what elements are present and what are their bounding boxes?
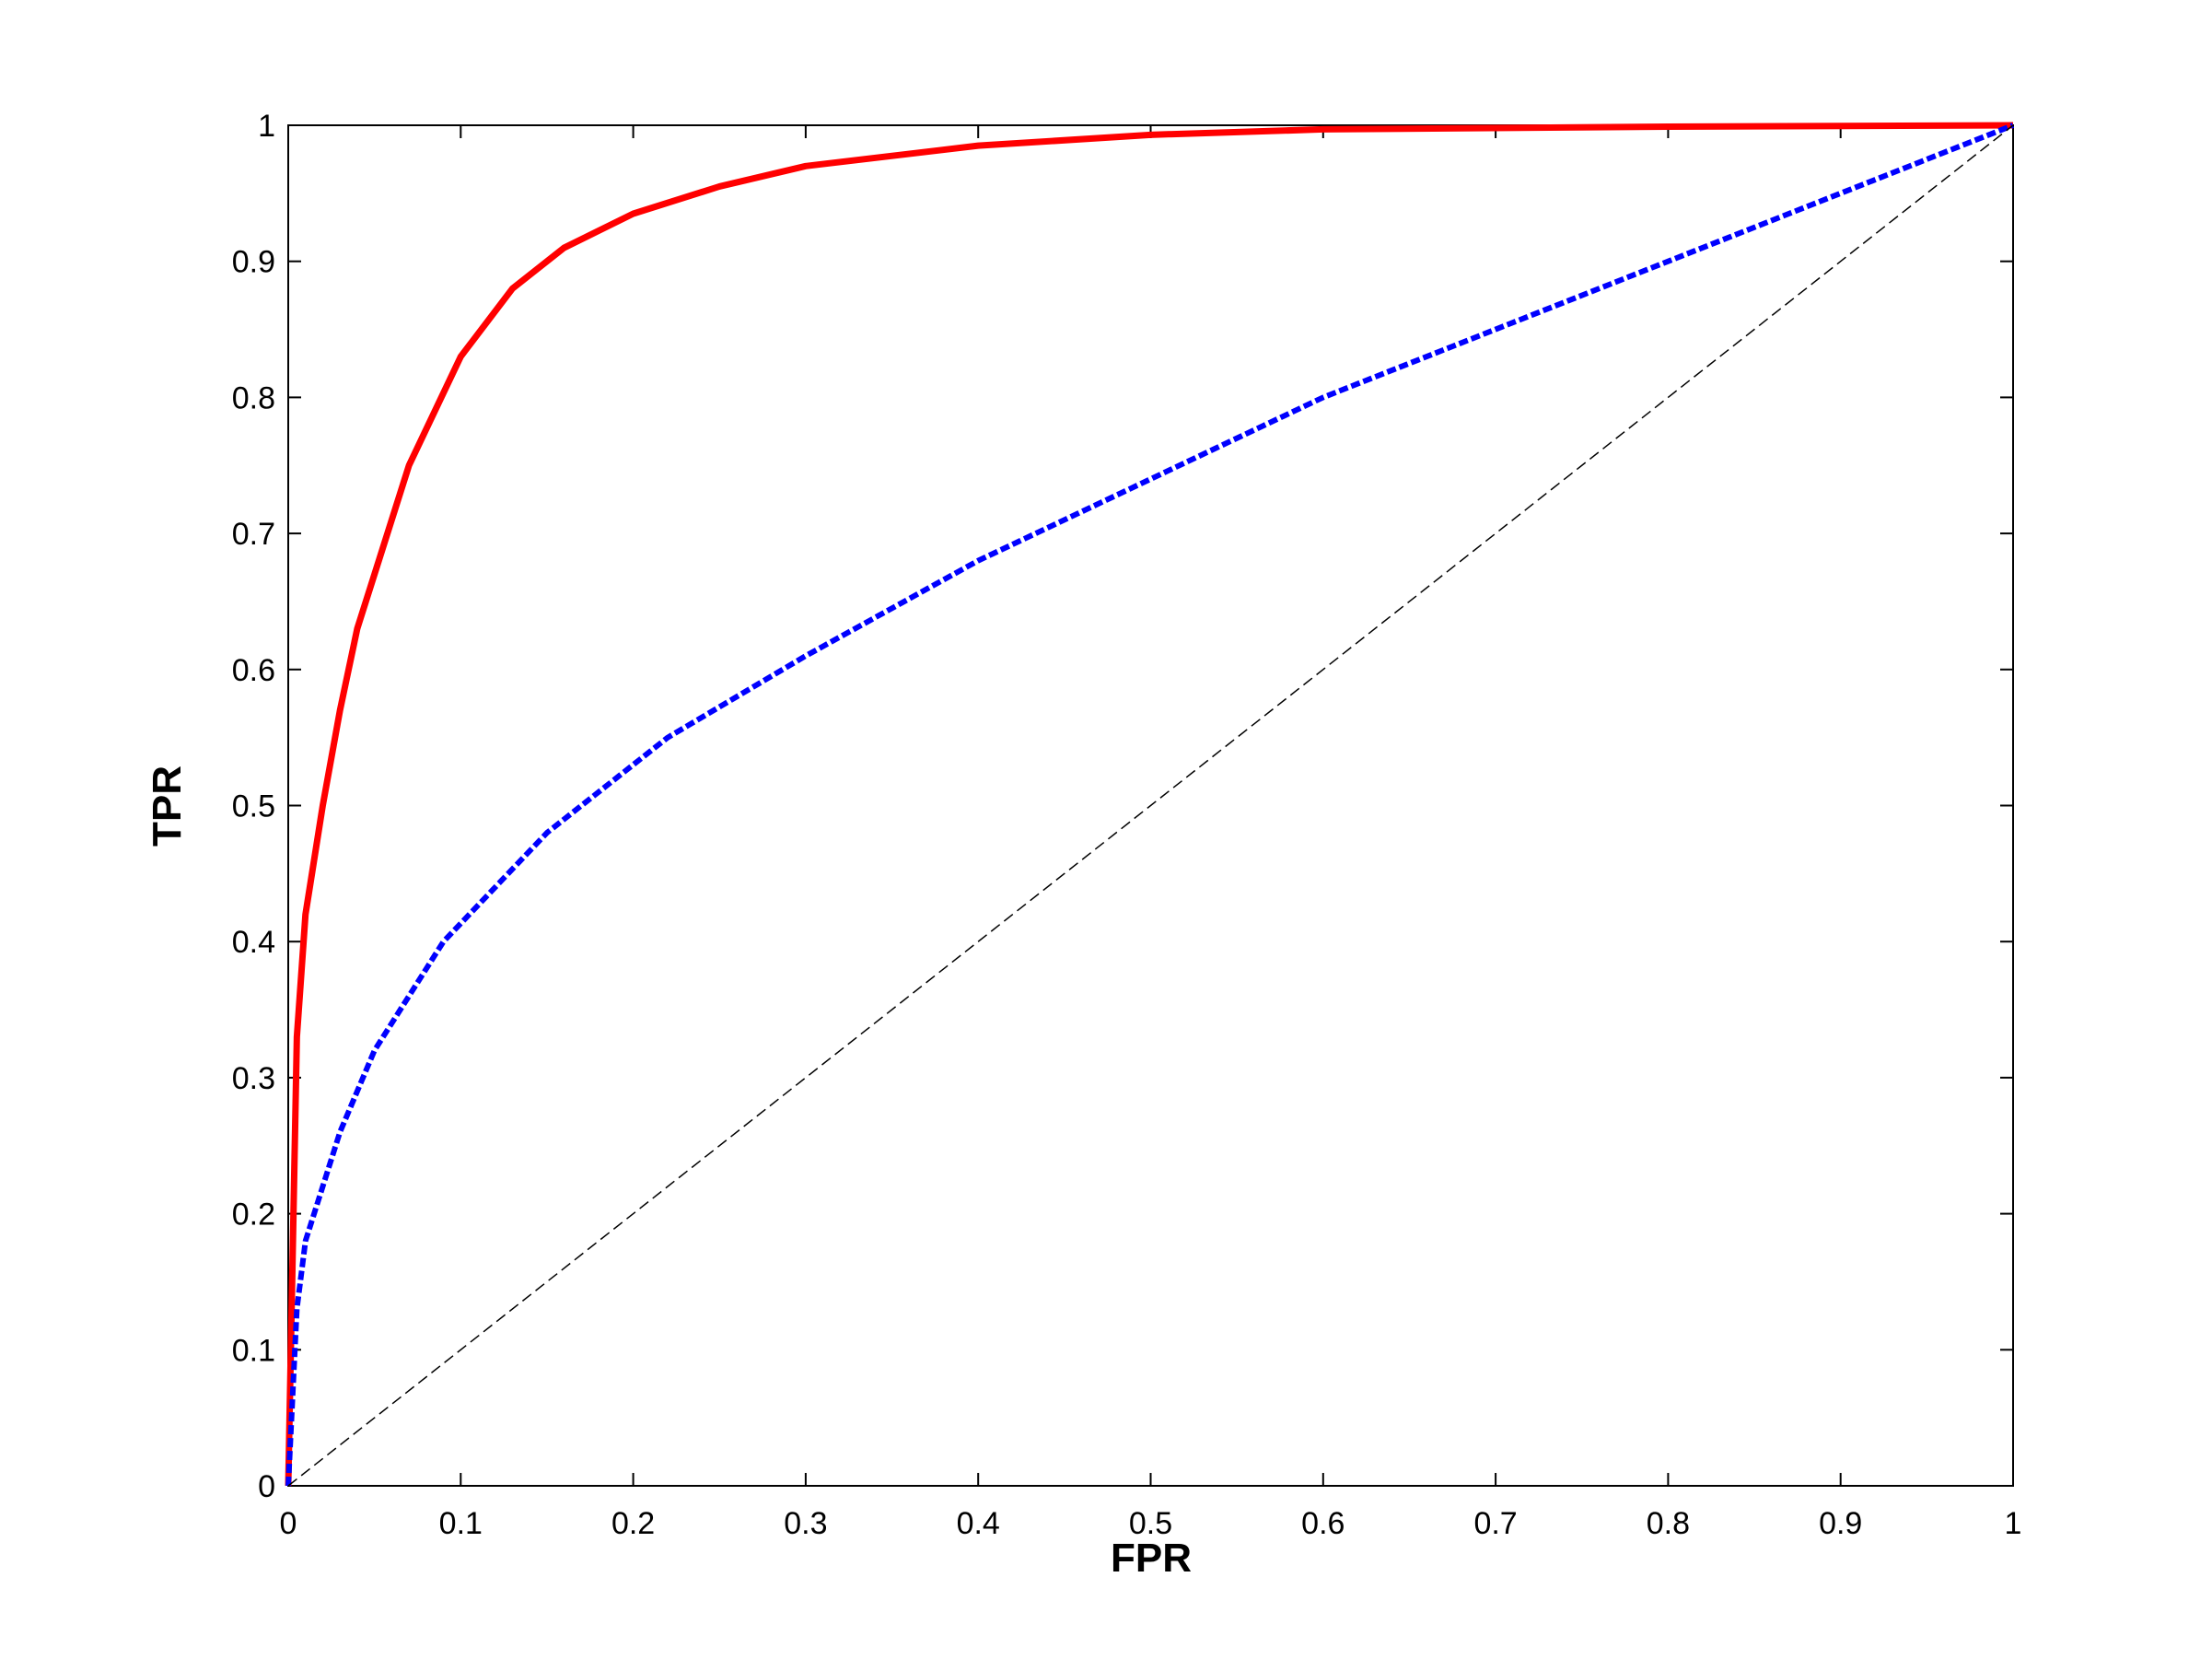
x-tick-label: 0.7 [1473, 1506, 1517, 1541]
y-tick-label: 0.2 [232, 1198, 275, 1233]
x-tick-label: 1 [2005, 1506, 2022, 1541]
line [285, 122, 2014, 1487]
y-tick-label: 0.4 [232, 925, 275, 960]
y-tick-label: 0.9 [232, 245, 275, 280]
y-tick-label: 0.6 [232, 653, 275, 688]
x-tick-label: 0.2 [611, 1506, 655, 1541]
x-axis-label: FPR [1111, 1536, 1192, 1581]
x-tick-label: 0.1 [439, 1506, 483, 1541]
y-tick-label: 0.5 [232, 789, 275, 824]
x-tick-label: 0.8 [1647, 1506, 1690, 1541]
y-tick-label: 1 [258, 109, 275, 144]
y-tick-label: 0.1 [232, 1333, 275, 1368]
y-tick-label: 0.8 [232, 380, 275, 415]
x-tick-label: 0.3 [784, 1506, 827, 1541]
x-tick-label: 0.5 [1129, 1506, 1172, 1541]
y-tick-label: 0.3 [232, 1061, 275, 1096]
line [287, 124, 2014, 1487]
line [285, 123, 2015, 1487]
y-tick-label: 0.7 [232, 517, 275, 552]
y-axis-label: TPR [145, 765, 190, 847]
x-tick-label: 0.6 [1301, 1506, 1345, 1541]
x-tick-label: 0.4 [957, 1506, 1000, 1541]
y-tick-label: 0 [258, 1469, 275, 1504]
x-tick-label: 0.9 [1819, 1506, 1862, 1541]
x-tick-label: 0 [280, 1506, 297, 1541]
